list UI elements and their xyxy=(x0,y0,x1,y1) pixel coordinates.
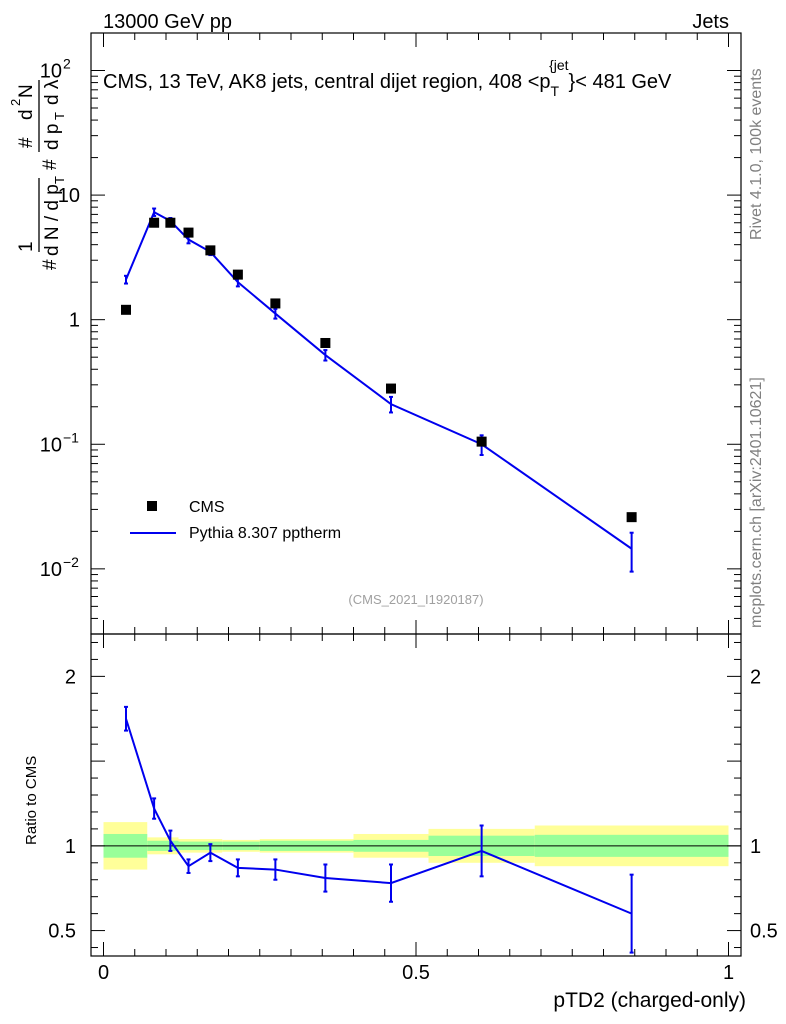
y-tick-label: 1 xyxy=(69,310,80,332)
cms-data-point xyxy=(476,436,487,447)
ratio-y-tick-label-right: 0.5 xyxy=(750,921,778,943)
header-process: Jets xyxy=(692,11,729,33)
main-y-axis-label: # 1 d N / d p T # # d p T d λ d 2 N xyxy=(8,79,67,270)
ylabel-one: 1 xyxy=(16,241,37,252)
svg-text:2: 2 xyxy=(8,99,23,106)
cms-data-point xyxy=(232,269,243,280)
y-tick-label: 10 xyxy=(40,61,62,83)
cms-data-point xyxy=(121,304,131,315)
cms-data-point xyxy=(320,337,331,348)
cms-data-point xyxy=(183,227,194,238)
ratio-y-tick-label-right: 2 xyxy=(750,666,761,688)
rivet-version-label: Rivet 4.1.0, 100k events xyxy=(748,68,765,240)
plot-title: CMS, 13 TeV, AK8 jets, central dijet reg… xyxy=(103,57,672,99)
cms-data-point xyxy=(165,217,176,228)
y-tick-exponent: −2 xyxy=(63,554,79,570)
svg-text:#: # xyxy=(40,259,61,270)
y-tick-exponent: −1 xyxy=(63,429,79,445)
analysis-watermark: (CMS_2021_I1920187) xyxy=(348,592,483,607)
svg-text:d λ: d λ xyxy=(42,79,63,105)
cms-data-point xyxy=(205,245,216,256)
cms-data-point xyxy=(626,512,637,523)
main-panel-frame xyxy=(90,32,742,635)
svg-text:d p: d p xyxy=(42,124,63,150)
svg-text:T: T xyxy=(52,176,67,184)
ratio-y-tick-label: 0.5 xyxy=(48,921,76,943)
x-tick-label: 1 xyxy=(723,962,734,984)
svg-text:#: # xyxy=(40,159,61,170)
legend-cms-label: CMS xyxy=(189,499,225,516)
svg-text:T: T xyxy=(52,112,67,120)
svg-text:d N / d p: d N / d p xyxy=(42,184,63,256)
svg-text:N: N xyxy=(16,84,37,98)
y-tick-label: 10 xyxy=(58,185,80,207)
svg-text:d: d xyxy=(16,109,37,120)
legend-cms-marker xyxy=(147,501,157,511)
ratio-y-tick-label: 2 xyxy=(65,666,76,688)
y-tick-label: 10 xyxy=(40,559,62,581)
ratio-y-tick-label: 1 xyxy=(65,836,76,858)
ratio-panel-frame xyxy=(90,633,742,957)
data-marks xyxy=(121,207,637,954)
cms-data-point xyxy=(270,298,281,309)
x-axis-label: pTD2 (charged-only) xyxy=(553,989,746,1012)
cms-data-point xyxy=(386,383,396,394)
legend-pythia-label: Pythia 8.307 pptherm xyxy=(189,525,341,542)
y-tick-exponent: 2 xyxy=(63,56,71,72)
x-tick-label: 0 xyxy=(98,962,109,984)
y-tick-label: 10 xyxy=(40,434,62,456)
cms-data-point xyxy=(149,217,160,228)
ratio-curve xyxy=(125,718,633,915)
svg-text:#: # xyxy=(16,137,37,148)
ratio-y-tick-label-right: 1 xyxy=(750,836,761,858)
x-tick-label: 0.5 xyxy=(402,962,430,984)
ratio-y-axis-label: Ratio to CMS xyxy=(23,756,40,845)
header-collision-energy: 13000 GeV pp xyxy=(103,11,232,33)
mcplots-label: mcplots.cern.ch [arXiv:2401.10621] xyxy=(748,377,765,628)
